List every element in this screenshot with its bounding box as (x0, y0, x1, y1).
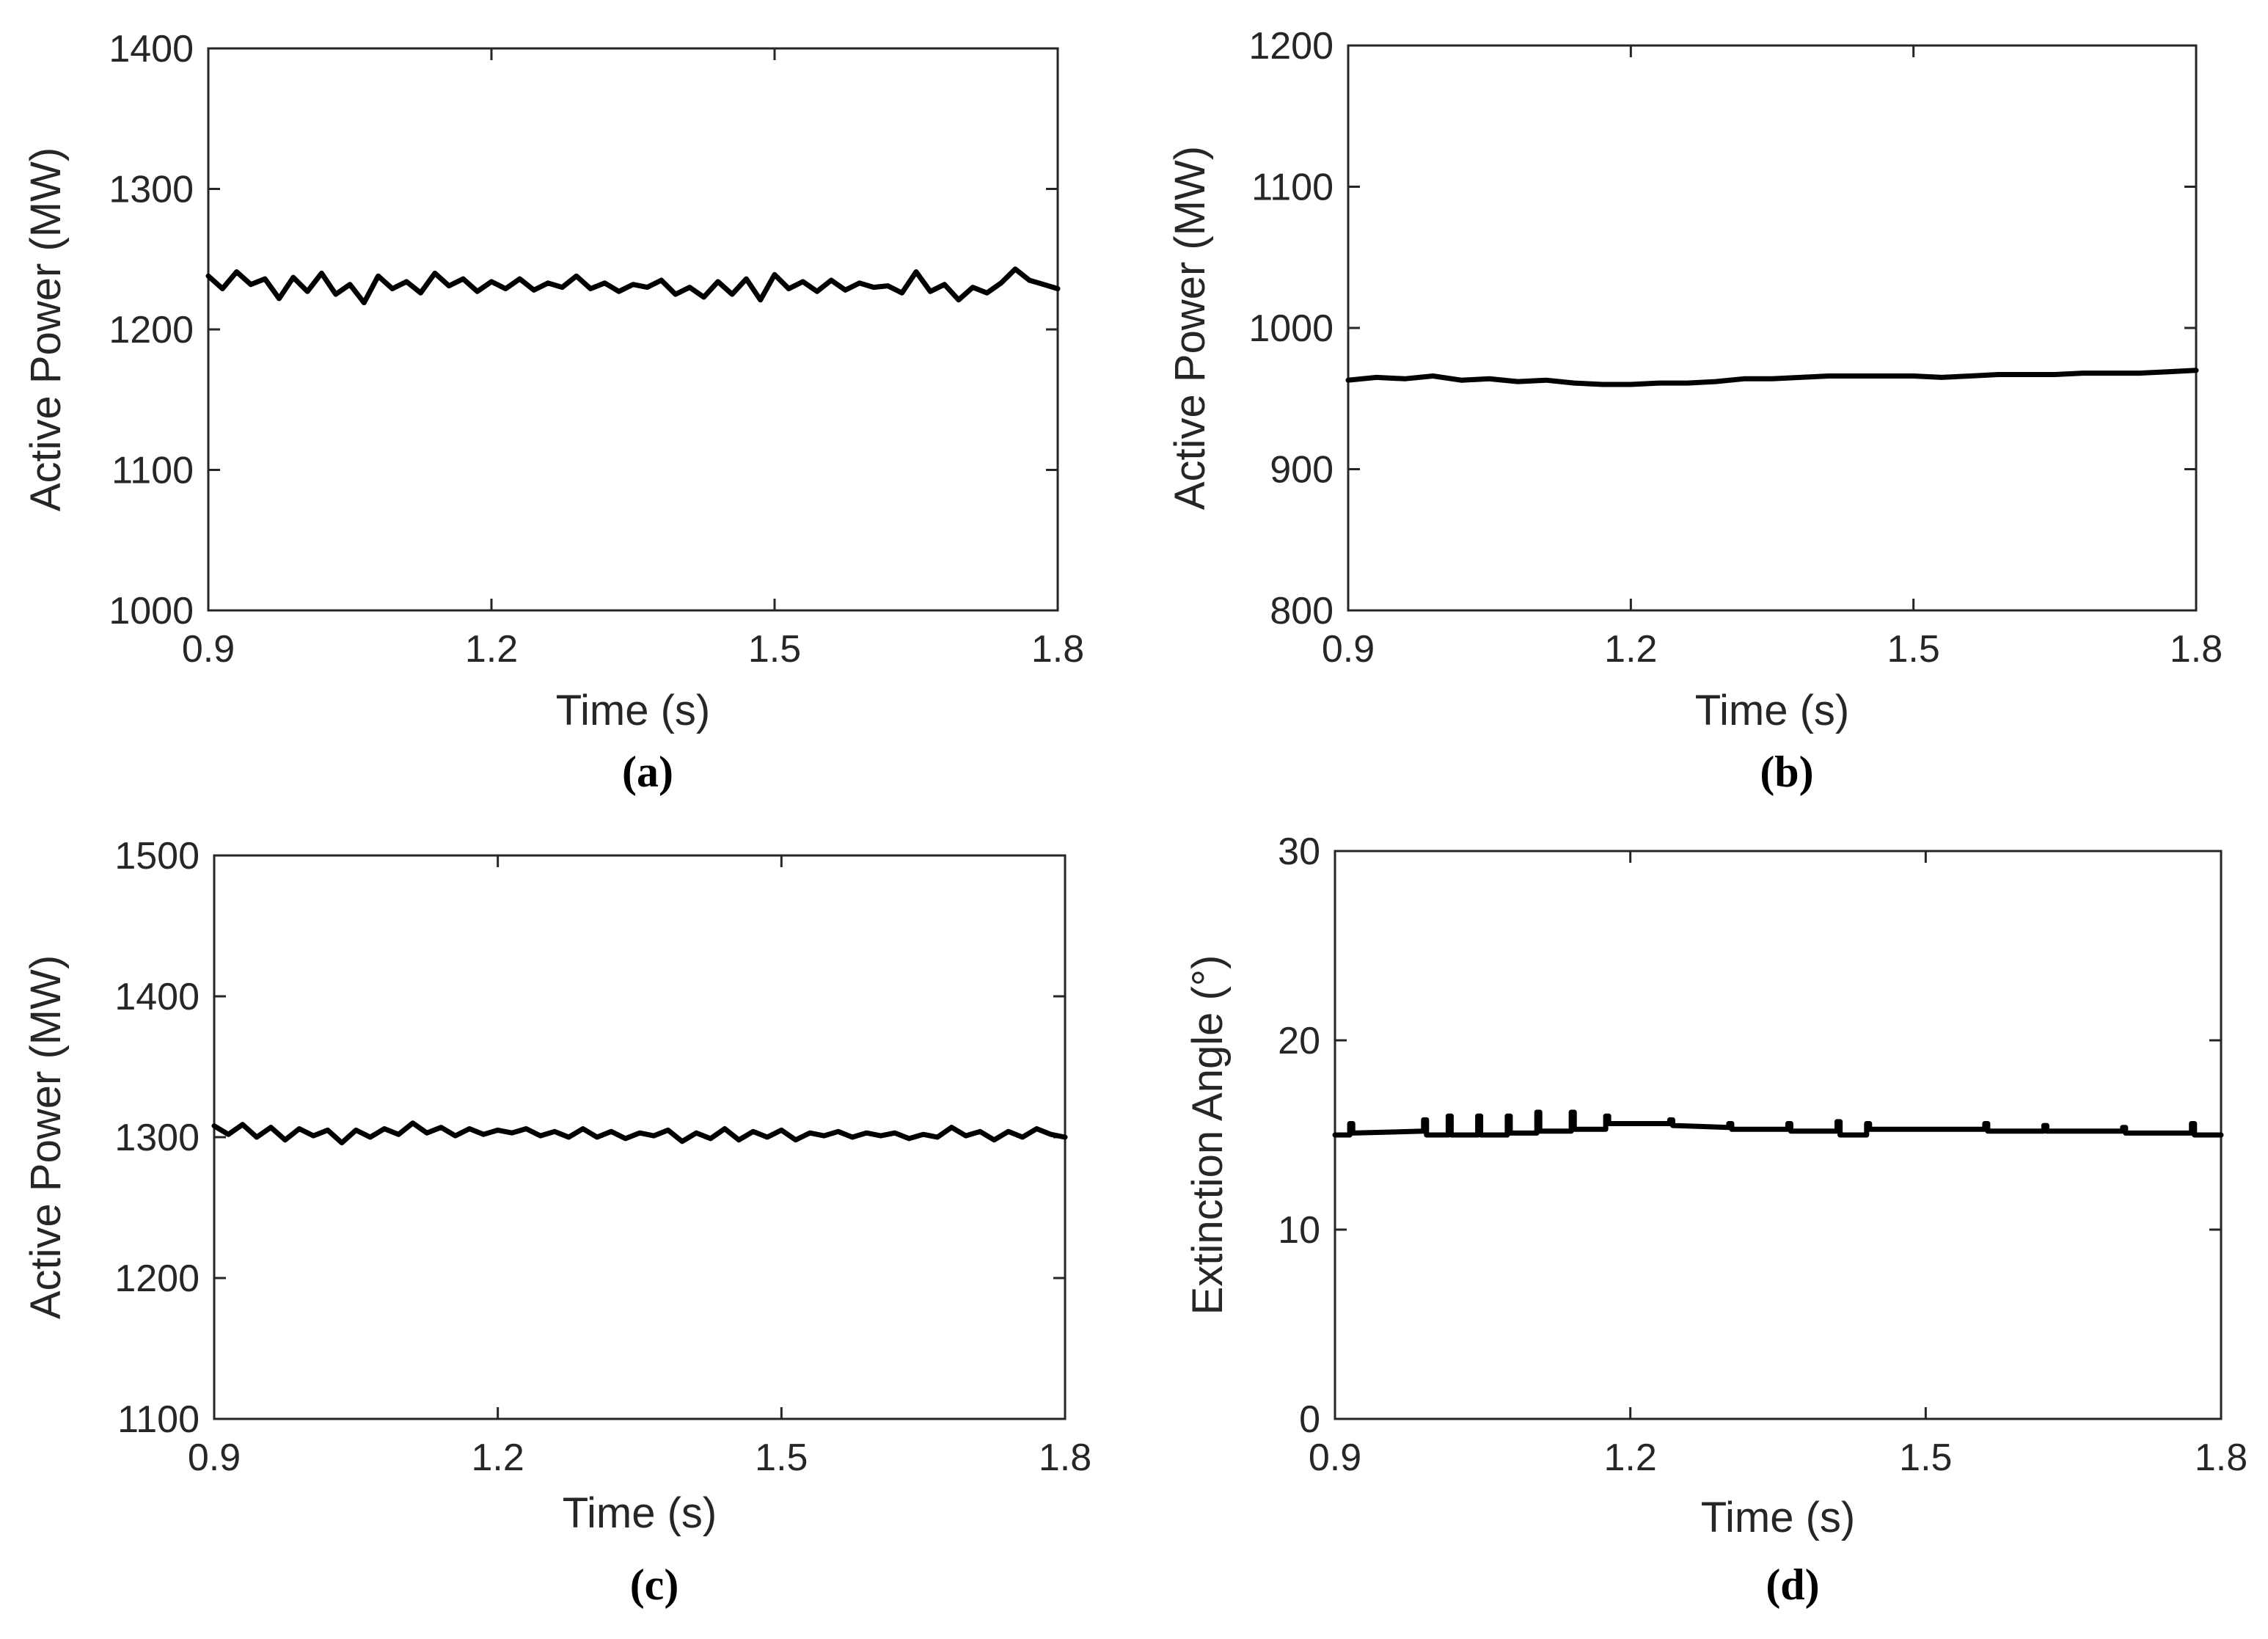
x-tick-label-c: 1.5 (755, 1437, 808, 1479)
x-tick-label-c: 0.9 (188, 1437, 241, 1479)
series-line-c-0 (211, 1120, 1068, 1146)
y-axis-label-a: Active Power (MW) (22, 147, 70, 511)
y-tick-label-a: 1400 (109, 28, 194, 70)
x-tick-label-b: 1.5 (1887, 628, 1940, 671)
y-tick-label-c: 1500 (114, 835, 200, 877)
x-tick-label-b: 1.2 (1604, 628, 1657, 671)
y-tick-label-d: 10 (1278, 1209, 1320, 1252)
y-tick-label-c: 1400 (114, 976, 200, 1018)
x-tick-label-d: 1.2 (1604, 1437, 1657, 1479)
panel-label-c: (c) (630, 1560, 679, 1609)
x-tick-label-a: 1.5 (748, 628, 801, 671)
y-tick-label-a: 1200 (109, 309, 194, 351)
x-tick-label-c: 1.8 (1039, 1437, 1091, 1479)
series-line-a-0 (205, 266, 1061, 306)
y-tick-label-b: 900 (1270, 449, 1334, 492)
y-tick-label-d: 20 (1278, 1020, 1320, 1062)
y-axis-label-c: Active Power (MW) (22, 955, 70, 1319)
x-axis-label-d: Time (s) (1701, 1494, 1855, 1541)
chart-panel-c: 0.9 1.2 1.5 1.8 1100 1200 1300 1400 1500 Time (s)… (22, 835, 1091, 1609)
panel-label-b: (b) (1760, 748, 1813, 796)
chart-panel-b: 0.9 1.2 1.5 1.8 800 900 1000 1100 1200 Time (s) Ac… (1166, 25, 2223, 796)
x-axis-label-a: Time (s) (556, 687, 710, 734)
y-tick-label-a: 1300 (109, 169, 194, 211)
y-tick-label-b: 1200 (1248, 25, 1334, 67)
y-tick-label-b: 1100 (1251, 167, 1334, 209)
chart-panel-a: 0.9 1.2 1.5 1.8 1000 1100 1200 1300 1400 Time (s)… (22, 28, 1084, 796)
y-tick-label-d: 30 (1278, 831, 1320, 873)
y-tick-label-b: 1000 (1248, 307, 1334, 350)
y-tick-label-b: 800 (1270, 590, 1334, 632)
x-tick-label-a: 1.8 (1031, 628, 1084, 671)
x-tick-label-a: 1.2 (465, 628, 518, 671)
series-line-d-0 (1332, 1109, 2224, 1138)
x-axis-label-b: Time (s) (1695, 687, 1849, 734)
y-axis-label-d: Extinction Angle (°) (1184, 955, 1232, 1315)
y-tick-label-d: 0 (1299, 1398, 1320, 1441)
y-axis-label-b: Active Power (MW) (1166, 146, 1214, 510)
plot-frame-a (207, 47, 1059, 612)
y-tick-label-c: 1100 (117, 1398, 200, 1441)
x-tick-label-b: 1.8 (2170, 628, 2223, 671)
y-tick-label-a: 1000 (109, 590, 194, 632)
x-tick-label-a: 0.9 (182, 628, 235, 671)
x-tick-label-d: 0.9 (1309, 1437, 1361, 1479)
y-tick-label-c: 1200 (114, 1257, 200, 1300)
panel-label-a: (a) (622, 748, 673, 796)
x-axis-label-c: Time (s) (563, 1489, 717, 1537)
plot-frame-b (1347, 44, 2198, 612)
y-tick-label-c: 1300 (114, 1117, 200, 1159)
x-tick-label-c: 1.2 (472, 1437, 524, 1479)
panel-label-d: (d) (1766, 1560, 1819, 1609)
chart-panel-d: 0.9 1.2 1.5 1.8 0 10 20 30 Time (s) Extinction An… (1184, 831, 2247, 1609)
x-tick-label-d: 1.5 (1899, 1437, 1952, 1479)
x-tick-label-d: 1.8 (2195, 1437, 2247, 1479)
series-line-b-0 (1345, 368, 2199, 387)
x-tick-label-b: 0.9 (1322, 628, 1375, 671)
y-tick-label-a: 1100 (111, 450, 194, 492)
